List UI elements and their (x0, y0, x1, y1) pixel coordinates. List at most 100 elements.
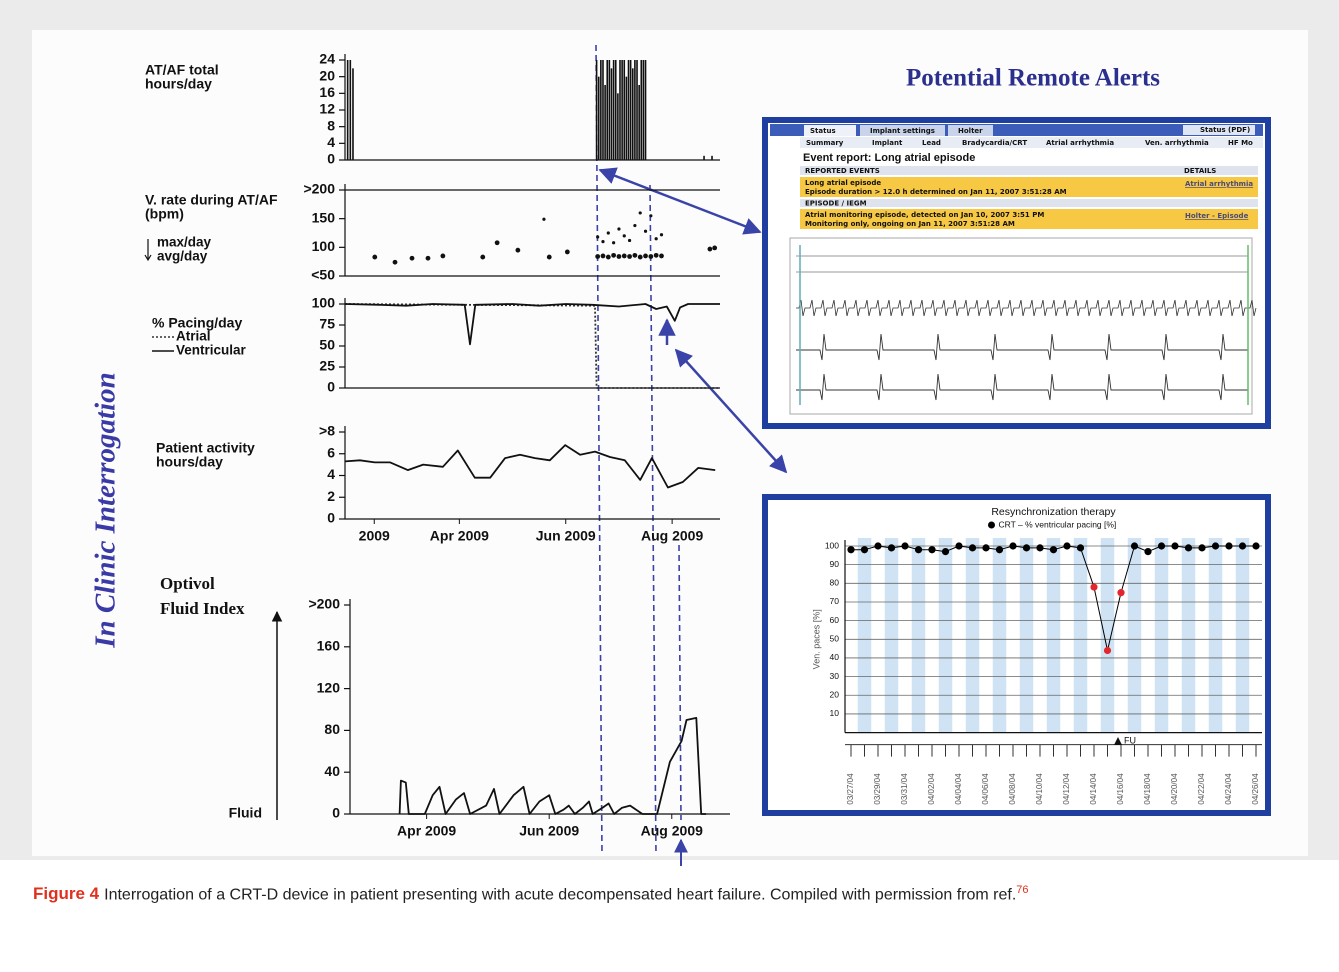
point (1158, 542, 1165, 549)
point (1185, 544, 1192, 551)
page: In Clinic Interrogation Potential Remote… (0, 0, 1339, 972)
subtab: Ven. arrhythmia (1145, 139, 1209, 147)
point (644, 230, 647, 233)
x-tick-label: 04/02/04 (927, 773, 936, 805)
x-tick-label: Aug 2009 (641, 823, 703, 839)
point (627, 254, 632, 259)
y-tick-label: 50 (319, 337, 335, 353)
caption-label: Figure 4 (33, 884, 99, 903)
point (639, 211, 642, 214)
y-tick-label: 60 (830, 615, 840, 625)
bar (613, 60, 615, 160)
x-tick-label: 04/20/04 (1170, 773, 1179, 805)
point (659, 254, 664, 259)
band (966, 538, 980, 733)
x-tick-label: 04/10/04 (1035, 773, 1044, 805)
point (1063, 542, 1070, 549)
y-tick-label: 30 (830, 671, 840, 681)
side-label: In Clinic Interrogation (90, 372, 122, 649)
y-tick-label: 90 (830, 559, 840, 569)
legend-label: CRT – % ventricular pacing [%] (999, 519, 1117, 529)
y-tick-label: >200 (303, 181, 335, 197)
subtab: Bradycardia/CRT (962, 139, 1027, 147)
point (595, 254, 600, 259)
point (707, 247, 712, 252)
x-tick-label: Jun 2009 (536, 528, 596, 544)
bar (638, 85, 640, 160)
point (1131, 542, 1138, 549)
x-tick-label: Aug 2009 (641, 528, 703, 544)
y-tick-label: 120 (317, 679, 341, 695)
point (1171, 542, 1178, 549)
pdf-button: Status (PDF) (1200, 126, 1250, 134)
bar (634, 60, 636, 160)
point (969, 544, 976, 551)
x-tick-label: 03/27/04 (846, 773, 855, 805)
subtab: Implant (872, 139, 903, 147)
bar (645, 60, 647, 160)
point (1198, 544, 1205, 551)
point (1239, 542, 1246, 549)
y-tick-label: 100 (312, 295, 336, 311)
point (1225, 542, 1232, 549)
point (660, 233, 663, 236)
y-axis-label: (bpm) (145, 206, 184, 222)
y-tick-label: 6 (327, 444, 335, 460)
band (1236, 538, 1250, 733)
episode-title: Atrial monitoring episode, detected on J… (805, 211, 1044, 219)
y-tick-label: 2 (327, 488, 335, 504)
bar (711, 156, 713, 160)
point (1023, 544, 1030, 551)
table-header-label: DETAILS (1184, 167, 1216, 175)
point (654, 253, 659, 258)
subtab: Atrial arrhythmia (1046, 139, 1114, 147)
caption-ref: 76 (1016, 884, 1028, 896)
point (617, 227, 620, 230)
bar (626, 77, 628, 160)
y-tick-label: 4 (327, 134, 335, 150)
point (622, 254, 627, 259)
y-tick-label: 100 (825, 540, 839, 550)
point (515, 248, 520, 253)
bar (602, 60, 604, 160)
y-tick-label: 0 (327, 510, 335, 526)
x-tick-label: 03/31/04 (900, 773, 909, 805)
episode-link: Holter - Episode (1185, 212, 1249, 220)
chart-title: Resynchronization therapy (991, 506, 1116, 518)
point (1212, 542, 1219, 549)
bar (609, 60, 611, 160)
point (1009, 542, 1016, 549)
point (601, 240, 604, 243)
event-detail: Episode duration > 12.0 h determined on … (805, 188, 1067, 196)
y-tick-label: 150 (312, 209, 336, 225)
y-tick-label: <50 (311, 267, 335, 283)
x-tick-label: 04/26/04 (1251, 773, 1260, 805)
x-tick-label: 03/29/04 (873, 773, 882, 805)
point (1144, 548, 1151, 555)
band (912, 538, 926, 733)
y-tick-label: 10 (830, 708, 840, 718)
point (1036, 544, 1043, 551)
event-title: Long atrial episode (805, 179, 881, 187)
point (982, 544, 989, 551)
point (1050, 546, 1057, 553)
point (547, 255, 552, 260)
x-tick-label: 04/08/04 (1008, 773, 1017, 805)
egm-area (790, 238, 1252, 414)
y-axis-label: hours/day (156, 454, 223, 470)
point (623, 234, 626, 237)
bar (632, 68, 634, 160)
bar (628, 60, 630, 160)
y-tick-label: 8 (327, 117, 335, 133)
x-tick-label: Apr 2009 (430, 528, 489, 544)
point (928, 546, 935, 553)
y-tick-label: 75 (319, 316, 335, 332)
band (1182, 538, 1196, 733)
y-tick-label: >200 (308, 596, 340, 612)
y-axis-label: Optivol (160, 574, 215, 593)
band (1047, 538, 1061, 733)
alerts-title: Potential Remote Alerts (906, 65, 1160, 92)
band (1074, 538, 1088, 733)
bar (611, 68, 613, 160)
figure: In Clinic Interrogation Potential Remote… (0, 0, 1339, 870)
